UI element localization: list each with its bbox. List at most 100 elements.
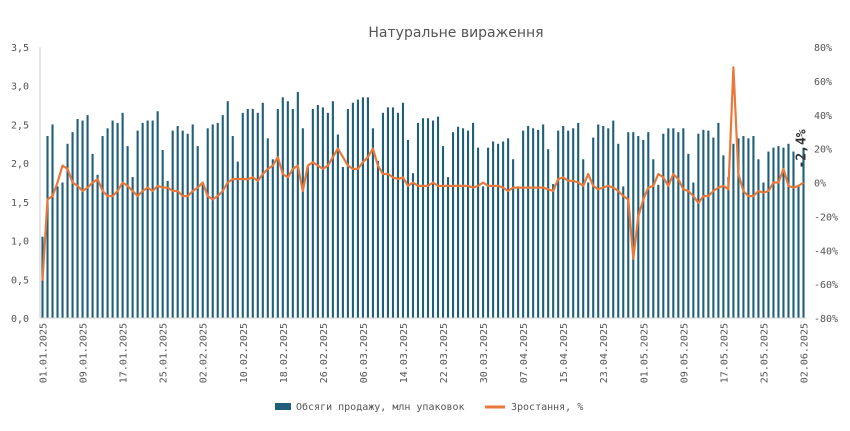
growth-line	[41, 66, 805, 281]
volume-bar	[351, 102, 354, 319]
volume-bar	[707, 130, 710, 318]
volume-bar	[717, 122, 720, 318]
volume-bar	[241, 112, 244, 318]
volume-bar	[76, 119, 79, 318]
volume-bar	[802, 147, 805, 318]
volume-bar	[386, 107, 390, 318]
x-tick-label: 09.05.2025	[679, 323, 690, 383]
volume-bar	[787, 143, 790, 318]
volume-bar	[266, 138, 269, 318]
volume-bar	[677, 132, 680, 318]
volume-bar	[642, 139, 645, 318]
volume-bar	[672, 128, 675, 318]
left-tick-label: 2,5	[11, 120, 29, 131]
volume-bar	[562, 125, 565, 318]
volume-bar	[176, 125, 179, 318]
volume-bar	[597, 124, 600, 318]
volume-bar	[281, 97, 284, 318]
volume-bar	[346, 108, 349, 318]
volume-bar	[181, 130, 184, 318]
volume-bar	[416, 122, 420, 318]
left-axis: 0,0 0,5 1,0 1,5 2,0 2,5 3,0 3,5	[11, 43, 41, 325]
volume-bar	[727, 177, 730, 318]
volume-bar	[411, 173, 415, 318]
volume-bar	[86, 115, 89, 318]
left-tick-label: 0,0	[11, 314, 29, 325]
volume-bar	[477, 147, 480, 318]
volume-bar	[497, 143, 500, 318]
volume-bar	[291, 108, 294, 318]
volume-bar	[697, 133, 700, 318]
volume-bar	[201, 182, 204, 318]
volume-bar	[371, 128, 374, 318]
volume-bar	[602, 125, 605, 318]
volume-bar	[436, 116, 440, 318]
volume-bar	[572, 128, 575, 318]
left-tick-label: 1,0	[11, 237, 29, 248]
annotations: -2,4%	[795, 129, 810, 168]
left-tick-label: 2,0	[11, 159, 29, 170]
volume-bar	[557, 130, 560, 318]
x-tick-label: 06.03.2025	[359, 323, 370, 383]
volume-bar	[752, 136, 755, 318]
volume-bar	[532, 128, 535, 318]
volume-bar	[487, 147, 490, 318]
volume-bar	[71, 132, 74, 318]
volume-bar	[246, 108, 249, 318]
volume-bar	[662, 133, 665, 318]
x-tick-label: 01.05.2025	[639, 323, 650, 383]
volume-bar	[261, 102, 264, 319]
x-tick-label: 02.06.2025	[800, 323, 811, 383]
left-tick-label: 1,5	[11, 198, 29, 209]
volume-bar	[336, 134, 339, 318]
right-tick-label: -80%	[814, 314, 838, 325]
x-tick-label: 30.03.2025	[479, 323, 490, 383]
x-tick-label: 15.04.2025	[559, 323, 570, 383]
legend-swatch-volume	[275, 403, 291, 410]
volume-bar	[196, 146, 199, 318]
volume-bar	[431, 120, 435, 318]
volume-bar	[722, 155, 725, 318]
volume-bar	[762, 182, 765, 318]
volume-bar	[441, 146, 445, 318]
volume-bar	[221, 115, 224, 318]
volume-bar	[101, 136, 104, 318]
volume-bar	[517, 186, 520, 318]
growth-line-path	[41, 66, 805, 281]
x-tick-label: 18.02.2025	[279, 323, 290, 383]
volume-bar	[682, 128, 685, 318]
volume-bar	[301, 128, 304, 318]
x-tick-label: 17.01.2025	[119, 323, 130, 383]
volume-bar	[482, 186, 485, 318]
volume-bar	[256, 112, 259, 318]
volume-bar	[421, 118, 425, 318]
right-tick-label: -60%	[814, 280, 838, 291]
volume-bar	[141, 122, 144, 318]
volume-bar	[792, 151, 795, 318]
volume-bar	[326, 112, 329, 318]
volume-bar	[81, 120, 84, 318]
volume-bar	[777, 146, 780, 318]
right-tick-label: 20%	[814, 145, 832, 156]
x-tick-label: 25.01.2025	[159, 323, 170, 383]
volume-bar	[567, 130, 570, 318]
right-tick-label: 0%	[814, 179, 826, 190]
volume-bar	[647, 132, 650, 318]
left-tick-label: 0,5	[11, 275, 29, 286]
volume-bar	[306, 167, 309, 318]
volume-bar	[592, 137, 595, 318]
volume-bar	[492, 141, 495, 318]
volume-bar	[747, 138, 750, 318]
volume-bar	[121, 112, 124, 318]
x-axis: 01.01.2025 09.01.2025 17.01.2025 25.01.2025…	[39, 317, 811, 383]
volume-bar	[151, 120, 154, 318]
volume-bar	[271, 159, 274, 318]
volume-bar	[547, 149, 550, 318]
legend: Обсяги продажу, млн упаковок Зростання, …	[275, 401, 583, 413]
volume-bar	[236, 161, 239, 318]
volume-bar	[772, 147, 775, 318]
right-tick-label: -40%	[814, 246, 838, 257]
volume-bar	[186, 133, 189, 318]
volume-bar	[401, 102, 405, 319]
volume-bar	[732, 143, 735, 318]
